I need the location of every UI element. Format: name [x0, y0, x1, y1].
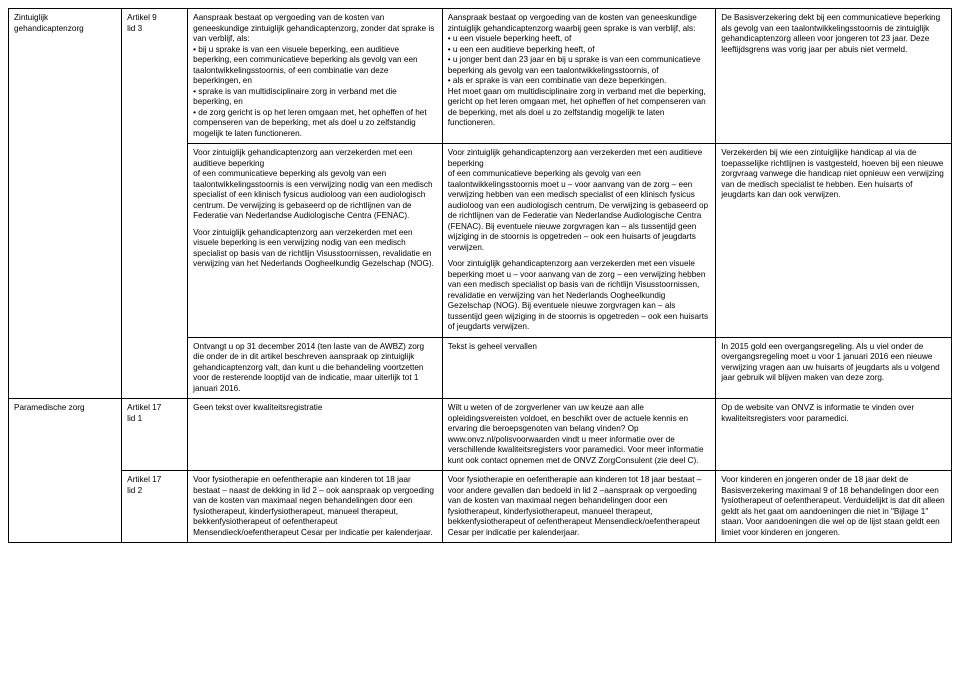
topic-cell: Paramedische zorg: [9, 399, 122, 543]
col-explain: Voor kinderen en jongeren onder de 18 ja…: [716, 471, 952, 543]
topic-cell: Zintuiglijk gehandicaptenzorg: [9, 9, 122, 399]
col-old-text: Aanspraak bestaat op vergoeding van de k…: [188, 9, 443, 144]
col-explain: In 2015 gold een overgangsregeling. Als …: [716, 337, 952, 399]
col-new-text: Voor zintuiglijk gehandicaptenzorg aan v…: [442, 144, 715, 338]
col-new-text: Voor fysiotherapie en oefentherapie aan …: [442, 471, 715, 543]
col-new-text: Wilt u weten of de zorgverlener van uw k…: [442, 399, 715, 471]
col-old-text: Voor zintuiglijk gehandicaptenzorg aan v…: [188, 144, 443, 338]
col-explain: Op de website van ONVZ is informatie te …: [716, 399, 952, 471]
col-old-text: Geen tekst over kwaliteitsregistratie: [188, 399, 443, 471]
policy-table: Zintuiglijk gehandicaptenzorgArtikel 9li…: [8, 8, 952, 543]
col-new-text: Aanspraak bestaat op vergoeding van de k…: [442, 9, 715, 144]
article-cell: Artikel 17lid 2: [122, 471, 188, 543]
table-row: Paramedische zorgArtikel 17lid 1Geen tek…: [9, 399, 952, 471]
article-cell: Artikel 17lid 1: [122, 399, 188, 471]
col-old-text: Voor fysiotherapie en oefentherapie aan …: [188, 471, 443, 543]
table-row: Artikel 17lid 2Voor fysiotherapie en oef…: [9, 471, 952, 543]
table-row: Zintuiglijk gehandicaptenzorgArtikel 9li…: [9, 9, 952, 144]
col-explain: Verzekerden bij wie een zintuiglijke han…: [716, 144, 952, 338]
article-cell: Artikel 9lid 3: [122, 9, 188, 399]
col-new-text: Tekst is geheel vervallen: [442, 337, 715, 399]
col-explain: De Basisverzekering dekt bij een communi…: [716, 9, 952, 144]
col-old-text: Ontvangt u op 31 december 2014 (ten last…: [188, 337, 443, 399]
